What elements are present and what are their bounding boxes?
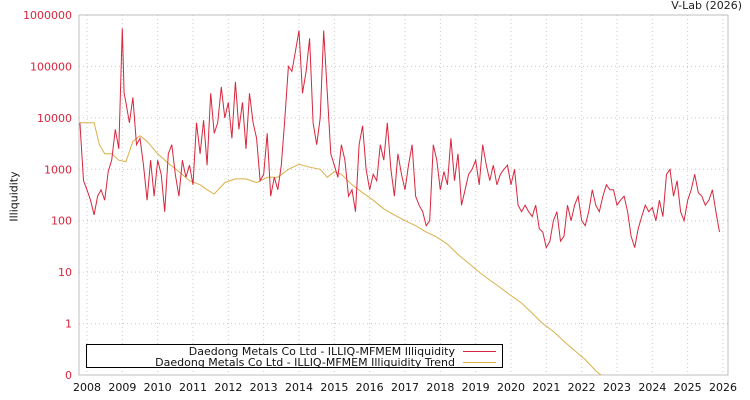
svg-text:2021: 2021: [532, 381, 560, 394]
svg-text:2017: 2017: [391, 381, 419, 394]
grid-lines: [79, 15, 728, 375]
svg-text:1: 1: [65, 318, 72, 331]
svg-text:2009: 2009: [108, 381, 136, 394]
plot-frame: [78, 14, 729, 376]
svg-text:100: 100: [51, 215, 72, 228]
svg-text:2022: 2022: [568, 381, 596, 394]
svg-text:2016: 2016: [356, 381, 384, 394]
svg-text:2014: 2014: [285, 381, 313, 394]
svg-text:0: 0: [65, 369, 72, 382]
chart-legend: Daedong Metals Co Ltd - ILLIQ-MFMEM Illi…: [86, 344, 503, 369]
svg-text:2013: 2013: [250, 381, 278, 394]
y-axis-label: Illiquidity: [7, 171, 21, 222]
svg-text:10: 10: [58, 266, 72, 279]
svg-text:1000000: 1000000: [23, 9, 72, 22]
legend-label: Daedong Metals Co Ltd - ILLIQ-MFMEM Illi…: [188, 344, 455, 358]
legend-swatch-red: [463, 350, 496, 352]
svg-text:100000: 100000: [30, 60, 72, 73]
svg-text:2018: 2018: [426, 381, 454, 394]
svg-text:2015: 2015: [320, 381, 348, 394]
svg-text:2026: 2026: [709, 381, 737, 394]
svg-text:2019: 2019: [462, 381, 490, 394]
svg-text:1000: 1000: [44, 163, 72, 176]
illiquidity-line: [79, 28, 720, 249]
svg-text:2011: 2011: [179, 381, 207, 394]
legend-label: Daedong Metals Co Ltd - ILLIQ-MFMEM Illi…: [155, 355, 455, 369]
svg-text:10000: 10000: [37, 112, 72, 125]
legend-item-illiquidity: Daedong Metals Co Ltd - ILLIQ-MFMEM Illi…: [188, 344, 496, 358]
illiquidity-trend-line: [79, 122, 602, 376]
svg-text:2025: 2025: [674, 381, 702, 394]
x-axis-ticks: 2008 2009 2010 2011 2012 2013 2014 2015 2016 2017…: [73, 381, 737, 394]
svg-text:2012: 2012: [214, 381, 242, 394]
legend-item-trend: Daedong Metals Co Ltd - ILLIQ-MFMEM Illi…: [155, 355, 496, 369]
legend-swatch-gold: [463, 361, 496, 363]
svg-text:2010: 2010: [144, 381, 172, 394]
svg-text:2020: 2020: [497, 381, 525, 394]
svg-text:2023: 2023: [603, 381, 631, 394]
svg-text:2024: 2024: [638, 381, 666, 394]
source-credit: V-Lab (2026): [671, 0, 742, 12]
svg-text:2008: 2008: [73, 381, 101, 394]
